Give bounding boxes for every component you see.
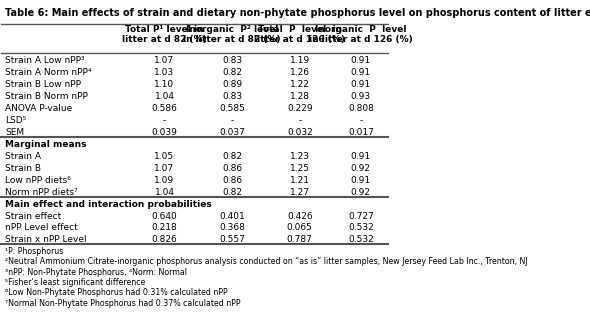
Text: 0.368: 0.368 xyxy=(219,223,245,232)
Text: 0.91: 0.91 xyxy=(351,80,371,89)
Text: 0.532: 0.532 xyxy=(348,236,373,244)
Text: LSD⁵: LSD⁵ xyxy=(5,116,27,125)
Text: -: - xyxy=(298,116,301,125)
Text: SEM: SEM xyxy=(5,128,24,137)
Text: 1.21: 1.21 xyxy=(290,176,310,185)
Text: 0.039: 0.039 xyxy=(152,128,178,137)
Text: 0.532: 0.532 xyxy=(348,223,373,232)
Text: 1.03: 1.03 xyxy=(155,68,175,77)
Text: 0.91: 0.91 xyxy=(351,152,371,161)
Text: Inorganic  P² level
in litter at d 82 (%): Inorganic P² level in litter at d 82 (%) xyxy=(183,25,281,44)
Text: 0.86: 0.86 xyxy=(222,176,242,185)
Text: 0.91: 0.91 xyxy=(351,176,371,185)
Text: 0.83: 0.83 xyxy=(222,56,242,65)
Text: 0.426: 0.426 xyxy=(287,211,313,221)
Text: 0.585: 0.585 xyxy=(219,104,245,113)
Text: 0.83: 0.83 xyxy=(222,92,242,101)
Text: 1.04: 1.04 xyxy=(155,188,175,197)
Text: Strain A: Strain A xyxy=(5,152,41,161)
Text: Strain B: Strain B xyxy=(5,164,41,173)
Text: 1.19: 1.19 xyxy=(290,56,310,65)
Text: Low nPP diets⁶: Low nPP diets⁶ xyxy=(5,176,71,185)
Text: 1.23: 1.23 xyxy=(290,152,310,161)
Text: Strain effect: Strain effect xyxy=(5,211,61,221)
Text: ³nPP: Non-Phytate Phosphorus, ⁴Norm: Normal: ³nPP: Non-Phytate Phosphorus, ⁴Norm: Nor… xyxy=(5,268,187,276)
Text: 0.93: 0.93 xyxy=(351,92,371,101)
Text: 0.586: 0.586 xyxy=(152,104,178,113)
Text: 0.91: 0.91 xyxy=(351,68,371,77)
Text: 0.82: 0.82 xyxy=(222,152,242,161)
Text: 1.27: 1.27 xyxy=(290,188,310,197)
Text: ⁷Normal Non-Phytate Phosphorus had 0.37% calculated nPP: ⁷Normal Non-Phytate Phosphorus had 0.37%… xyxy=(5,299,241,308)
Text: 1.09: 1.09 xyxy=(155,176,175,185)
Text: ⁵Fisher’s least significant difference: ⁵Fisher’s least significant difference xyxy=(5,278,146,287)
Text: 0.787: 0.787 xyxy=(287,236,313,244)
Text: Strain B Low nPP: Strain B Low nPP xyxy=(5,80,81,89)
Text: 0.82: 0.82 xyxy=(222,188,242,197)
Text: Strain x nPP Level: Strain x nPP Level xyxy=(5,236,87,244)
Text: 0.229: 0.229 xyxy=(287,104,313,113)
Text: Strain A Low nPP³: Strain A Low nPP³ xyxy=(5,56,85,65)
Text: -: - xyxy=(359,116,362,125)
Text: 0.218: 0.218 xyxy=(152,223,178,232)
Text: 0.91: 0.91 xyxy=(351,56,371,65)
Text: 0.826: 0.826 xyxy=(152,236,178,244)
Text: Table 6: Main effects of strain and dietary non-phytate phosphorus level on phos: Table 6: Main effects of strain and diet… xyxy=(5,9,590,18)
Text: 1.10: 1.10 xyxy=(155,80,175,89)
Text: ⁶Low Non-Phytate Phosphorus had 0.31% calculated nPP: ⁶Low Non-Phytate Phosphorus had 0.31% ca… xyxy=(5,288,228,297)
Text: nPP Level effect: nPP Level effect xyxy=(5,223,78,232)
Text: 0.89: 0.89 xyxy=(222,80,242,89)
Text: 1.04: 1.04 xyxy=(155,92,175,101)
Text: -: - xyxy=(231,116,234,125)
Text: Strain B Norm nPP: Strain B Norm nPP xyxy=(5,92,88,101)
Text: 0.727: 0.727 xyxy=(348,211,373,221)
Text: 0.808: 0.808 xyxy=(348,104,374,113)
Text: 0.037: 0.037 xyxy=(219,128,245,137)
Text: Strain A Norm nPP⁴: Strain A Norm nPP⁴ xyxy=(5,68,92,77)
Text: 1.07: 1.07 xyxy=(155,164,175,173)
Text: 1.22: 1.22 xyxy=(290,80,310,89)
Text: 0.065: 0.065 xyxy=(287,223,313,232)
Text: 1.05: 1.05 xyxy=(155,152,175,161)
Text: ¹P: Phosphorus: ¹P: Phosphorus xyxy=(5,247,64,256)
Text: 1.25: 1.25 xyxy=(290,164,310,173)
Text: 0.92: 0.92 xyxy=(351,188,371,197)
Text: 0.640: 0.640 xyxy=(152,211,178,221)
Text: Main effect and interaction probabilities: Main effect and interaction probabilitie… xyxy=(5,200,212,209)
Text: 1.28: 1.28 xyxy=(290,92,310,101)
Text: 1.07: 1.07 xyxy=(155,56,175,65)
Text: ²Neutral Ammonium Citrate-inorganic phosphorus analysis conducted on “as is” lit: ²Neutral Ammonium Citrate-inorganic phos… xyxy=(5,257,528,266)
Text: 0.017: 0.017 xyxy=(348,128,374,137)
Text: -: - xyxy=(163,116,166,125)
Text: Total  P  level  in
litter at d 126 (%): Total P level in litter at d 126 (%) xyxy=(254,25,345,44)
Text: Norm nPP diets⁷: Norm nPP diets⁷ xyxy=(5,188,78,197)
Text: 0.401: 0.401 xyxy=(219,211,245,221)
Text: 0.92: 0.92 xyxy=(351,164,371,173)
Text: 1.26: 1.26 xyxy=(290,68,310,77)
Text: Inorganic  P  level
in litter at d 126 (%): Inorganic P level in litter at d 126 (%) xyxy=(309,25,413,44)
Text: Total P¹ level in
litter at d 82 (%): Total P¹ level in litter at d 82 (%) xyxy=(122,25,207,44)
Text: 0.86: 0.86 xyxy=(222,164,242,173)
Text: 0.557: 0.557 xyxy=(219,236,245,244)
Text: Marginal means: Marginal means xyxy=(5,140,87,149)
Text: ANOVA P-value: ANOVA P-value xyxy=(5,104,73,113)
Text: 0.82: 0.82 xyxy=(222,68,242,77)
Text: 0.032: 0.032 xyxy=(287,128,313,137)
